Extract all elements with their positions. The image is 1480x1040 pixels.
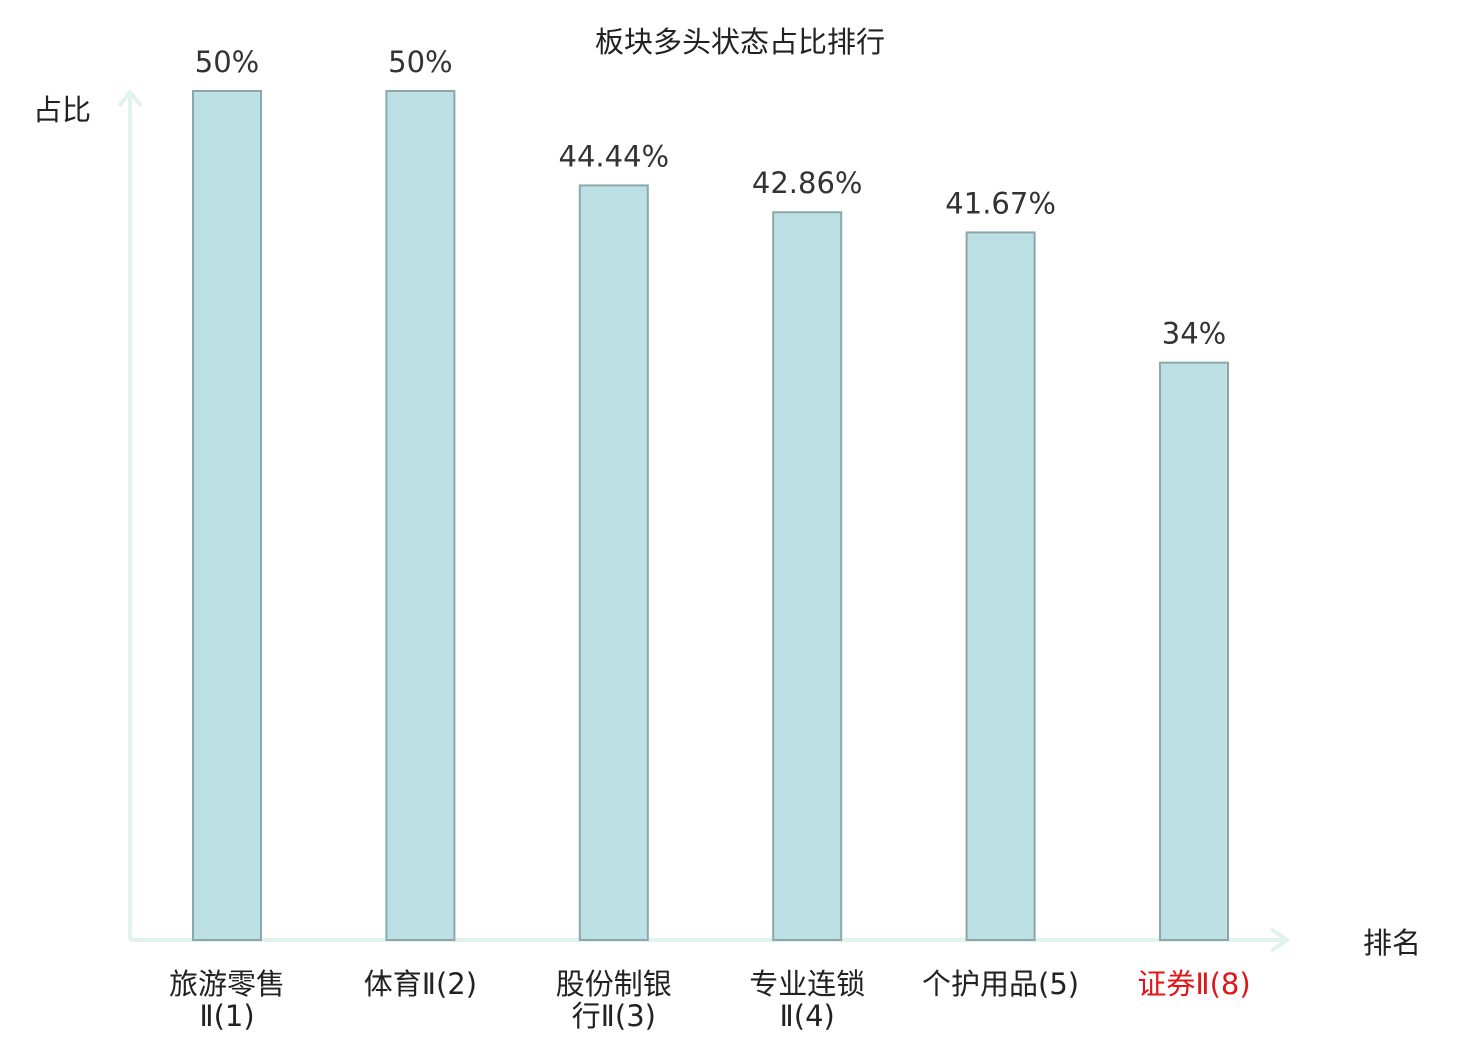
category-label-line: 旅游零售 xyxy=(169,967,285,1001)
bar-4 xyxy=(772,211,843,942)
category-label-4: 专业连锁 Ⅱ(4) xyxy=(749,967,865,1033)
category-label-line: 个护用品(5) xyxy=(922,967,1079,1001)
chart-title: 板块多头状态占比排行 xyxy=(595,25,885,59)
value-label-1: 50% xyxy=(195,45,259,79)
category-label-line: 股份制银 xyxy=(556,967,672,1001)
bar-1 xyxy=(192,90,262,941)
y-axis-arrow xyxy=(117,88,143,108)
value-label-2: 50% xyxy=(388,45,452,79)
category-label-line: 证券Ⅱ(8) xyxy=(1137,967,1250,1001)
value-label-3: 44.44% xyxy=(559,139,670,173)
category-label-5: 个护用品(5) xyxy=(922,967,1079,1001)
bar-2 xyxy=(385,90,456,941)
category-label-3: 股份制银行Ⅱ(3) xyxy=(556,967,672,1033)
category-label-line: 专业连锁 xyxy=(749,967,865,1001)
bar-5 xyxy=(965,231,1036,941)
bars-group: 50% 旅游零售 Ⅱ(1) 50% 体育Ⅱ(2) 44.44% 股份制银行Ⅱ(3) 42.86… xyxy=(169,45,1251,1033)
y-axis-label: 占比 xyxy=(33,93,91,127)
category-label-line: Ⅱ(1) xyxy=(199,999,254,1033)
category-label-2: 体育Ⅱ(2) xyxy=(364,967,477,1001)
category-label-6: 证券Ⅱ(8) xyxy=(1137,967,1250,1001)
category-label-line: 体育Ⅱ(2) xyxy=(364,967,477,1001)
value-label-6: 34% xyxy=(1162,317,1226,351)
category-label-1: 旅游零售 Ⅱ(1) xyxy=(169,967,285,1033)
bar-3 xyxy=(578,184,649,941)
category-label-line: 行Ⅱ(3) xyxy=(572,999,656,1033)
x-axis-label: 排名 xyxy=(1363,926,1421,960)
value-label-5: 41.67% xyxy=(945,186,1056,220)
bar-6 xyxy=(1159,361,1229,941)
value-label-4: 42.86% xyxy=(752,166,863,200)
category-label-line: Ⅱ(4) xyxy=(780,999,835,1033)
x-axis-arrow xyxy=(1269,927,1291,953)
